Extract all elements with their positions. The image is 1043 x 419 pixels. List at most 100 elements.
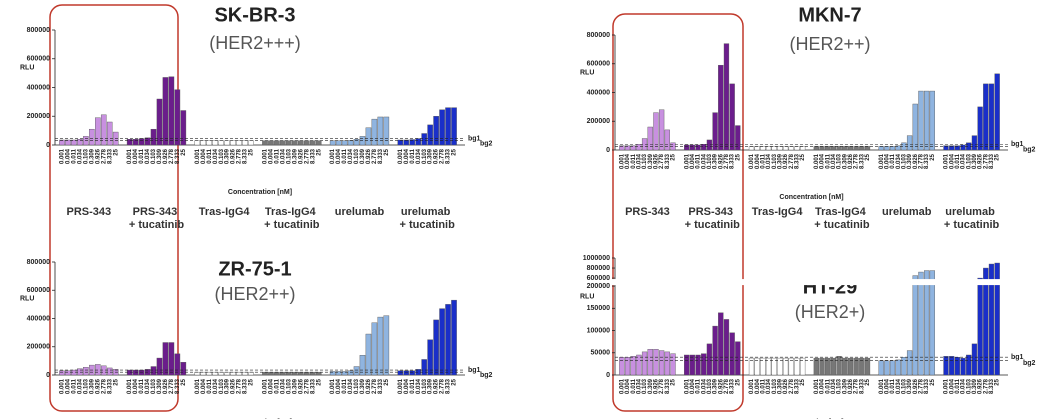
bar xyxy=(800,146,806,151)
bar xyxy=(924,270,930,376)
bar xyxy=(230,371,236,376)
x-tick-label: 8.333 xyxy=(924,378,930,394)
y-tick-label: 600000 xyxy=(587,275,610,282)
y-tick-label: 100000 xyxy=(587,327,610,334)
bar xyxy=(180,110,187,146)
bar xyxy=(636,354,642,376)
x-tick-label: 0.001 xyxy=(619,378,625,394)
x-tick-label: 0.011 xyxy=(410,148,416,163)
x-tick-label: 25 xyxy=(995,153,1001,160)
bar xyxy=(194,371,201,376)
x-tick-label: 2.778 xyxy=(101,378,107,394)
bar xyxy=(218,371,224,376)
x-tick-label: 8.333 xyxy=(107,378,113,394)
bar xyxy=(421,133,427,146)
group-label: PRS-343 xyxy=(625,206,670,218)
x-tick-label: 2.778 xyxy=(724,378,730,394)
x-tick-label: 8.333 xyxy=(859,378,865,394)
x-tick-label: 0.034 xyxy=(636,378,642,394)
bar xyxy=(653,112,659,151)
x-tick-label: 0.103 xyxy=(83,378,89,394)
x-tick-label: 0.103 xyxy=(422,148,428,164)
bar xyxy=(619,357,625,376)
bar xyxy=(971,135,978,151)
x-tick-label: 0.926 xyxy=(913,378,919,394)
bar xyxy=(836,146,842,151)
x-tick-label: 0.001 xyxy=(330,148,336,164)
x-tick-label: 0.926 xyxy=(434,148,440,164)
x-tick-label: 0.103 xyxy=(707,378,713,394)
x-tick-label: 0.103 xyxy=(772,378,778,394)
x-tick-label: 0.103 xyxy=(642,153,648,169)
x-tick-label: 0.011 xyxy=(696,378,702,393)
x-tick-label: 0.004 xyxy=(625,378,631,394)
bar xyxy=(71,369,77,376)
bar xyxy=(347,370,354,376)
x-tick-label: 25 xyxy=(671,153,677,160)
bar xyxy=(268,371,274,376)
bar xyxy=(242,140,248,146)
x-tick-label: 8.333 xyxy=(989,378,995,394)
x-tick-label: 0.926 xyxy=(95,148,101,164)
x-axis-label: Concentration [nM] xyxy=(779,194,843,201)
bar xyxy=(138,138,145,146)
bar xyxy=(754,146,760,151)
x-tick-label: 0.034 xyxy=(145,148,151,164)
bar xyxy=(180,362,187,376)
x-tick-label: 0.103 xyxy=(642,378,648,394)
x-tick-label: 0.034 xyxy=(145,378,151,394)
x-tick-label: 0.034 xyxy=(766,378,772,394)
bar xyxy=(825,146,831,151)
x-tick-label: 0.103 xyxy=(286,148,292,164)
bar xyxy=(365,333,372,376)
x-tick-label: 25 xyxy=(113,148,119,155)
bar xyxy=(859,357,865,376)
group-label: Tras-IgG4 xyxy=(199,206,251,218)
x-tick-label: 0.309 xyxy=(842,378,848,394)
baseline-label: bg1 xyxy=(468,135,481,142)
x-tick-label: 2.778 xyxy=(919,378,925,394)
x-tick-label: 2.778 xyxy=(372,148,378,164)
x-tick-label: 0.309 xyxy=(778,378,784,394)
bar xyxy=(836,356,842,376)
x-tick-label: 0.926 xyxy=(718,153,724,169)
bar xyxy=(994,73,1000,151)
bar xyxy=(960,357,966,376)
bar xyxy=(409,370,416,376)
bar xyxy=(624,145,631,151)
bar xyxy=(383,315,390,376)
bar xyxy=(994,262,1000,376)
x-tick-label: 0.011 xyxy=(139,378,145,393)
x-tick-label: 2.778 xyxy=(304,148,310,164)
x-tick-label: 0.309 xyxy=(157,148,163,164)
chart-subtitle: (HER2+++) xyxy=(209,33,301,53)
x-tick-label: 0.011 xyxy=(274,378,280,393)
x-tick-label: 0.001 xyxy=(398,148,404,164)
bar xyxy=(292,371,298,376)
bar xyxy=(262,140,268,146)
x-tick-label: 0.011 xyxy=(139,148,145,163)
bar xyxy=(706,343,713,376)
bar xyxy=(760,146,766,151)
x-tick-label: 8.333 xyxy=(310,378,316,394)
x-tick-label: 0.034 xyxy=(636,153,642,169)
bar xyxy=(248,140,254,146)
bar xyxy=(771,357,777,376)
y-tick-label: 400000 xyxy=(27,84,50,91)
bar xyxy=(168,76,175,146)
bar xyxy=(359,355,366,376)
x-tick-label: 8.333 xyxy=(243,378,249,394)
x-tick-label: 0.309 xyxy=(778,153,784,169)
bar xyxy=(689,354,696,376)
highlight-box xyxy=(612,13,744,412)
axis-break xyxy=(611,279,1010,286)
x-tick-label: 0.103 xyxy=(772,153,778,169)
x-tick-label: 0.001 xyxy=(127,148,133,164)
bar xyxy=(433,319,439,376)
bar xyxy=(718,312,724,376)
y-tick-label: 600000 xyxy=(27,287,50,294)
x-tick-label: 8.333 xyxy=(243,148,249,164)
x-tick-label: 0.034 xyxy=(831,153,837,169)
x-tick-label: 0.004 xyxy=(755,378,761,394)
x-tick-label: 25 xyxy=(249,148,255,155)
